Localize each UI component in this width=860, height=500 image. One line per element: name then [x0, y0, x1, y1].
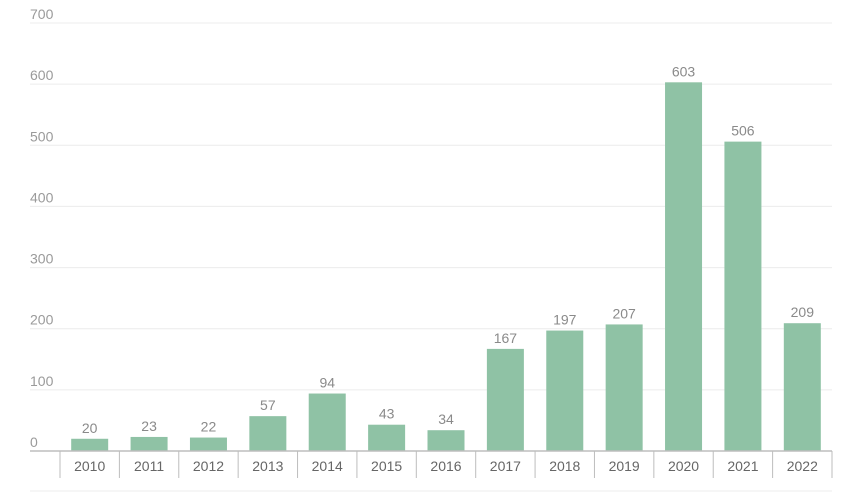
x-tick-label-2013: 2013: [252, 458, 283, 474]
x-tick-label-2014: 2014: [312, 458, 343, 474]
x-tick-label-2022: 2022: [787, 458, 818, 474]
data-label-2010: 20: [82, 420, 98, 436]
data-label-2012: 22: [201, 419, 217, 435]
data-label-2015: 43: [379, 406, 395, 422]
data-label-2022: 209: [791, 304, 815, 320]
data-label-2020: 603: [672, 63, 696, 79]
data-label-2019: 207: [612, 305, 636, 321]
x-tick-label-2016: 2016: [430, 458, 461, 474]
y-tick-label: 600: [30, 67, 54, 83]
bar-2013: [249, 416, 287, 451]
x-tick-label-2019: 2019: [609, 458, 640, 474]
x-tick-label-2012: 2012: [193, 458, 224, 474]
x-tick-label-2011: 2011: [134, 458, 164, 474]
y-tick-label: 300: [30, 251, 54, 267]
y-tick-label: 500: [30, 128, 54, 144]
y-tick-label: 200: [30, 312, 54, 328]
bar-2014: [308, 393, 346, 451]
data-label-2021: 506: [731, 123, 755, 139]
x-tick-label-2017: 2017: [490, 458, 521, 474]
x-axis: [30, 450, 833, 492]
y-axis-ticks: 0 100 200 300 400 500 600 700: [30, 6, 54, 450]
bar-2020: [665, 82, 703, 452]
y-tick-label: 100: [30, 373, 54, 389]
bar-2010: [71, 438, 109, 451]
y-tick-label: 400: [30, 189, 54, 205]
bars: [71, 82, 821, 452]
y-tick-label: 700: [30, 6, 54, 22]
data-label-2016: 34: [438, 411, 454, 427]
x-tick-label-2020: 2020: [668, 458, 699, 474]
bar-2016: [427, 430, 465, 451]
bar-2017: [486, 348, 524, 451]
x-tick-label-2010: 2010: [74, 458, 105, 474]
bar-2021: [724, 141, 762, 452]
bar-2011: [130, 436, 168, 451]
data-label-2014: 94: [319, 375, 335, 391]
x-tick-label-2015: 2015: [371, 458, 402, 474]
gridlines: [30, 22, 832, 391]
data-label-2011: 23: [141, 418, 157, 434]
y-tick-label: 0: [30, 434, 38, 450]
bar-2022: [783, 323, 821, 451]
data-label-2017: 167: [494, 330, 518, 346]
data-label-2013: 57: [260, 397, 276, 413]
bar-2015: [368, 424, 406, 451]
x-axis-categories: 2010 2011 2012 2013 2014 2015 2016 2017 2018 2019…: [74, 458, 818, 474]
x-tick-label-2021: 2021: [727, 458, 758, 474]
data-labels: 20 23 22 57 94 43 34 167 197 207 603 506 209: [82, 63, 814, 435]
x-tick-label-2018: 2018: [549, 458, 580, 474]
bar-2012: [189, 437, 227, 451]
data-label-2018: 197: [553, 312, 577, 328]
bar-2019: [605, 324, 643, 451]
bar-2018: [546, 330, 584, 451]
